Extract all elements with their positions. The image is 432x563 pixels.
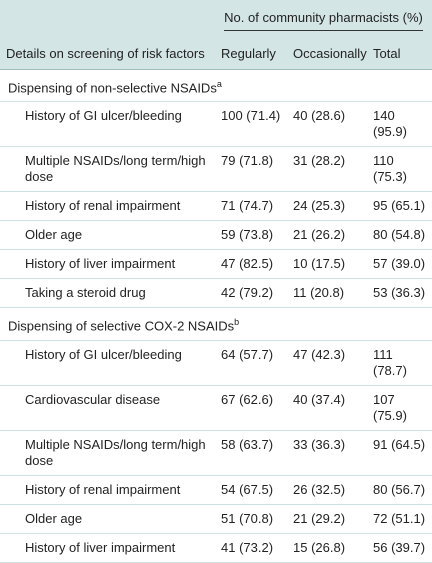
cell: 71 (74.7)	[215, 191, 287, 222]
cell: 41 (73.2)	[215, 533, 287, 563]
data-row: History of renal impairment 71 (74.7) 24 (…	[0, 191, 432, 222]
cell: 79 (71.8)	[215, 146, 287, 193]
row-label: History of liver impairment	[0, 249, 215, 280]
data-row: Multiple NSAIDs/long term/high dose 79 (7…	[0, 146, 432, 193]
cell: 140 (95.9)	[367, 101, 432, 148]
column-header: Details on screening of risk factors	[0, 35, 215, 70]
cell: 47 (82.5)	[215, 249, 287, 280]
row-label: Older age	[0, 220, 215, 251]
row-label: Older age	[0, 504, 215, 534]
cell: 10 (17.5)	[287, 249, 367, 280]
row-label: History of GI ulcer/bleeding	[0, 340, 215, 386]
row-label: Cardiovascular disease	[0, 385, 215, 431]
cell: 24 (25.3)	[287, 191, 367, 222]
cell: 64 (57.7)	[215, 340, 287, 386]
cell: 56 (39.7)	[367, 533, 432, 563]
footnote-mark: b	[234, 317, 240, 328]
header-group-row: No. of community pharmacists (%)	[0, 0, 432, 35]
cell: 80 (54.8)	[367, 220, 432, 251]
cell: 57 (39.0)	[367, 249, 432, 280]
row-label: Multiple NSAIDs/long term/high dose	[0, 146, 215, 193]
cell: 21 (29.2)	[287, 504, 367, 534]
column-header: Occasionally	[287, 35, 367, 70]
cell: 58 (63.7)	[215, 430, 287, 476]
section-title: Dispensing of non-selective NSAIDs	[8, 80, 217, 96]
data-row: History of liver impairment 41 (73.2) 15 (…	[0, 533, 432, 563]
section-title: Dispensing of selective COX-2 NSAIDs	[8, 318, 235, 334]
footnote-mark: a	[216, 79, 222, 89]
data-row: History of GI ulcer/bleeding 64 (57.7) 47 …	[0, 340, 432, 386]
cell: 31 (28.2)	[287, 146, 367, 193]
cell: 42 (79.2)	[215, 278, 287, 309]
cell: 26 (32.5)	[287, 475, 367, 505]
row-label: Taking a steroid drug	[0, 278, 215, 309]
cell: 11 (20.8)	[287, 278, 367, 309]
cell: 111 (78.7)	[367, 340, 432, 386]
cell: 40 (28.6)	[287, 101, 367, 148]
cell: 40 (37.4)	[287, 385, 367, 431]
section-row: Dispensing of selective COX-2 NSAIDsb	[0, 307, 432, 341]
cell: 21 (26.2)	[287, 220, 367, 251]
cell: 100 (71.4)	[215, 101, 287, 148]
data-row: History of liver impairment 47 (82.5) 10 (…	[0, 249, 432, 280]
table-body: Dispensing of non-selective NSAIDsa Histo…	[0, 69, 432, 563]
cell: 110 (75.3)	[367, 146, 432, 193]
cell: 67 (62.6)	[215, 385, 287, 431]
group-header: No. of community pharmacists (%)	[224, 10, 423, 31]
column-header: Regularly	[215, 35, 287, 70]
cell: 53 (36.3)	[367, 278, 432, 309]
row-label: History of GI ulcer/bleeding	[0, 101, 215, 148]
row-label: History of liver impairment	[0, 533, 215, 563]
section-row: Dispensing of non-selective NSAIDsa	[0, 69, 432, 103]
cell: 51 (70.8)	[215, 504, 287, 534]
cell: 95 (65.1)	[367, 191, 432, 222]
data-row: Cardiovascular disease 67 (62.6) 40 (37.4)…	[0, 385, 432, 431]
cell: 59 (73.8)	[215, 220, 287, 251]
section-cell: Dispensing of selective COX-2 NSAIDsb	[0, 307, 432, 341]
data-row: Older age 51 (70.8) 21 (29.2) 72 (51.1)	[0, 504, 432, 534]
row-label: History of renal impairment	[0, 475, 215, 505]
cell: 33 (36.3)	[287, 430, 367, 476]
row-label: Multiple NSAIDs/long term/high dose	[0, 430, 215, 476]
data-row: Taking a steroid drug 42 (79.2) 11 (20.8) 5…	[0, 278, 432, 309]
column-header: Total	[367, 35, 432, 70]
cell: 47 (42.3)	[287, 340, 367, 386]
header-row: Details on screening of risk factors Reg…	[0, 35, 432, 70]
data-row: Older age 59 (73.8) 21 (26.2) 80 (54.8)	[0, 220, 432, 251]
data-row: History of GI ulcer/bleeding 100 (71.4) 40…	[0, 101, 432, 148]
cell: 80 (56.7)	[367, 475, 432, 505]
cell: 107 (75.9)	[367, 385, 432, 431]
cell: 54 (67.5)	[215, 475, 287, 505]
cell: 91 (64.5)	[367, 430, 432, 476]
data-row: Multiple NSAIDs/long term/high dose 58 (6…	[0, 430, 432, 476]
data-row: History of renal impairment 54 (67.5) 26 (…	[0, 475, 432, 505]
cell: 15 (26.8)	[287, 533, 367, 563]
cell: 72 (51.1)	[367, 504, 432, 534]
row-label: History of renal impairment	[0, 191, 215, 222]
section-cell: Dispensing of non-selective NSAIDsa	[0, 69, 432, 103]
